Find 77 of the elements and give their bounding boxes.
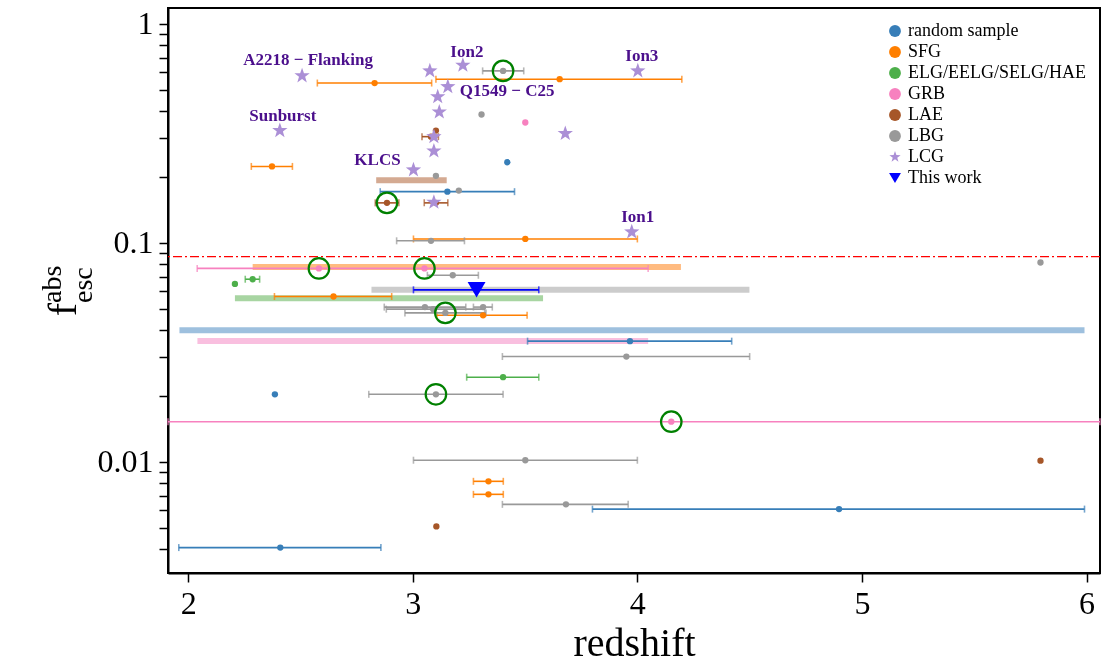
point [421, 303, 429, 311]
point [455, 57, 471, 72]
point [499, 374, 507, 381]
point [504, 159, 511, 166]
point [440, 78, 456, 94]
point [330, 293, 337, 300]
x-tick-label: 6 [1079, 584, 1096, 621]
point [562, 501, 570, 508]
point [624, 223, 640, 239]
legend-label: ELG/EELG/SELG/HAE [908, 62, 1086, 82]
x-axis-title: redshift [573, 619, 696, 665]
point [375, 191, 399, 215]
x-tick-label: 3 [405, 584, 422, 621]
point [371, 79, 378, 87]
point [557, 125, 573, 141]
y-tick-label: 0.01 [97, 443, 154, 480]
point [467, 282, 486, 298]
legend-label: LBG [908, 125, 944, 145]
point [434, 301, 457, 325]
point [426, 128, 442, 144]
point [522, 119, 529, 126]
point [556, 76, 563, 83]
point [433, 523, 440, 530]
point [478, 111, 485, 118]
annotation: Ion1 [621, 206, 655, 226]
point [426, 143, 442, 158]
annotation: KLCS [354, 149, 401, 169]
point [623, 353, 630, 360]
point [294, 67, 310, 83]
point [449, 272, 456, 279]
y-tick-label: 1 [137, 5, 154, 42]
point [835, 505, 843, 513]
legend-label: This work [908, 167, 982, 187]
legend-label: LAE [908, 104, 943, 124]
point [432, 172, 440, 179]
point [485, 478, 492, 485]
x-tick-label: 4 [629, 584, 646, 621]
y-tick-label: 0.1 [113, 224, 154, 261]
legend-label: GRB [908, 83, 946, 103]
point [479, 303, 487, 311]
point [268, 163, 276, 170]
point [491, 59, 515, 83]
annotation: Sunburst [249, 105, 317, 125]
point [479, 312, 487, 319]
annotation: A2218 − Flanking [243, 49, 374, 69]
point [271, 391, 279, 398]
annotation: Q1549 − C25 [459, 80, 555, 100]
point [1037, 259, 1044, 266]
x-tick-label: 2 [180, 584, 197, 621]
point [455, 187, 462, 194]
point [522, 457, 529, 464]
point [272, 122, 288, 138]
point [630, 62, 646, 78]
point [307, 257, 331, 280]
legend-label: LCG [908, 146, 944, 166]
point [424, 382, 448, 406]
point [231, 280, 239, 288]
point [444, 188, 451, 195]
point [522, 235, 529, 243]
point [659, 410, 683, 434]
point [485, 491, 492, 498]
point [1037, 457, 1044, 464]
point [431, 104, 447, 119]
point [413, 257, 436, 280]
point [422, 62, 438, 78]
point [405, 161, 422, 177]
point [427, 237, 435, 244]
point [426, 194, 442, 209]
point [626, 338, 634, 345]
point [277, 544, 284, 551]
point [249, 276, 256, 283]
legend-label: SFG [908, 41, 942, 61]
annotation: Ion2 [450, 42, 484, 62]
point [430, 88, 446, 104]
x-tick-label: 5 [854, 584, 871, 621]
annotation: Ion3 [625, 45, 659, 65]
legend-label: random sample [908, 20, 1019, 40]
